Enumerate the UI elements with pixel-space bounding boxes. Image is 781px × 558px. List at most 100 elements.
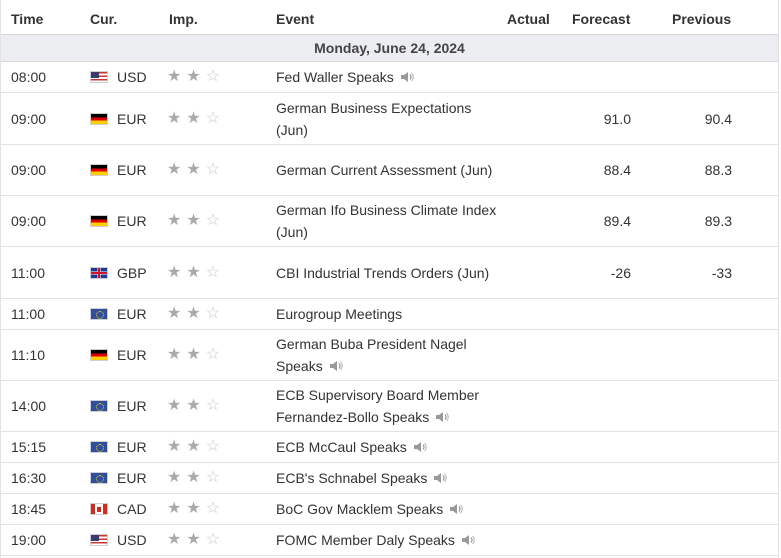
speaker-icon[interactable] — [433, 468, 448, 483]
event-previous: 88.3 — [704, 162, 732, 178]
event-name-cell[interactable]: German Business Expectations (Jun) — [276, 97, 506, 141]
table-row[interactable]: 11:00 GBP ★★☆ CBI Industrial Trends Orders … — [1, 247, 778, 299]
speaker-icon[interactable] — [329, 356, 343, 371]
event-name[interactable]: German Ifo Business Climate Index (Jun) — [276, 202, 497, 240]
star-empty-icon: ☆ — [205, 305, 226, 322]
event-name[interactable]: BoC Gov Macklem Speaks — [276, 501, 444, 517]
event-name-cell[interactable]: ECB's Schnabel Speaks — [276, 467, 506, 489]
event-name-cell[interactable]: FOMC Member Daly Speaks — [276, 529, 506, 551]
eu-flag-icon — [90, 441, 108, 453]
event-name[interactable]: FOMC Member Daly Speaks — [276, 532, 455, 548]
event-currency: EUR — [117, 470, 147, 486]
event-time: 09:00 — [11, 162, 47, 178]
header-event[interactable]: Event — [276, 11, 315, 27]
star-filled-icon: ★ — [167, 469, 187, 486]
event-name[interactable]: Eurogroup Meetings — [276, 306, 403, 322]
event-previous: 89.3 — [704, 213, 732, 229]
speaker-icon[interactable] — [400, 67, 414, 82]
star-filled-icon: ★ — [186, 531, 206, 548]
event-currency: USD — [117, 532, 147, 548]
header-time[interactable]: Time — [11, 11, 44, 27]
table-row[interactable]: 19:00 USD ★★☆ FOMC Member Daly Speaks — [1, 525, 778, 556]
header-previous[interactable]: Previous — [672, 11, 732, 27]
eu-flag-icon — [90, 400, 108, 412]
table-row[interactable]: 16:30 EUR ★★☆ ECB's Schnabel Speaks — [1, 463, 778, 494]
event-time: 11:00 — [11, 264, 45, 281]
event-time: 11:10 — [11, 347, 45, 363]
event-name[interactable]: ECB McCaul Speaks — [276, 439, 407, 455]
eu-flag-icon — [90, 308, 108, 320]
day-separator: Monday, June 24, 2024 — [1, 35, 778, 62]
star-filled-icon: ★ — [167, 212, 187, 229]
event-name-cell[interactable]: CBI Industrial Trends Orders (Jun) — [276, 262, 506, 284]
event-name[interactable]: ECB Supervisory Board Member Fernandez-B… — [276, 387, 480, 425]
importance-stars: ★★☆ — [167, 532, 225, 548]
table-row[interactable]: 18:45 CAD ★★☆ BoC Gov Macklem Speaks — [1, 494, 778, 525]
star-filled-icon: ★ — [167, 109, 187, 127]
event-name-cell[interactable]: German Current Assessment (Jun) — [276, 159, 506, 181]
table-row[interactable]: 09:00 EUR ★★☆ German Ifo Business Climate I… — [1, 196, 778, 247]
star-filled-icon: ★ — [186, 305, 206, 322]
event-time: 18:45 — [11, 501, 47, 517]
importance-stars: ★★☆ — [167, 470, 225, 486]
event-name[interactable]: ECB's Schnabel Speaks — [276, 470, 428, 486]
event-name-cell[interactable]: ECB McCaul Speaks — [276, 436, 506, 458]
table-header: Time Cur. Imp. Event Actual Forecast Pre… — [1, 0, 778, 35]
event-name-cell[interactable]: Eurogroup Meetings — [276, 303, 506, 325]
importance-stars: ★★☆ — [167, 162, 225, 178]
header-importance[interactable]: Imp. — [169, 11, 198, 27]
header-forecast[interactable]: Forecast — [572, 11, 631, 27]
header-currency[interactable]: Cur. — [90, 11, 118, 27]
star-filled-icon: ★ — [167, 161, 187, 178]
star-filled-icon: ★ — [167, 397, 187, 414]
event-name[interactable]: German Business Expectations (Jun) — [276, 99, 472, 138]
star-filled-icon: ★ — [186, 212, 206, 229]
table-row[interactable]: 08:00 USD ★★☆ Fed Waller Speaks — [1, 62, 778, 93]
header-actual[interactable]: Actual — [507, 11, 550, 27]
event-currency: EUR — [117, 347, 147, 363]
star-filled-icon: ★ — [167, 305, 187, 322]
event-currency: USD — [117, 69, 147, 85]
speaker-icon[interactable] — [435, 407, 450, 422]
table-row[interactable]: 15:15 EUR ★★☆ ECB McCaul Speaks — [1, 432, 778, 463]
event-currency: GBP — [117, 264, 147, 281]
table-row[interactable]: 11:10 EUR ★★☆ German Buba President Nagel S… — [1, 330, 778, 381]
speaker-icon[interactable] — [461, 530, 475, 545]
event-currency: EUR — [117, 110, 147, 127]
star-empty-icon: ☆ — [205, 263, 226, 281]
event-name[interactable]: Fed Waller Speaks — [276, 69, 394, 85]
star-empty-icon: ☆ — [205, 438, 226, 455]
event-name-cell[interactable]: German Ifo Business Climate Index (Jun) — [276, 199, 506, 243]
table-row[interactable]: 09:00 EUR ★★☆ German Current Assessment (Ju… — [1, 145, 778, 196]
event-name-cell[interactable]: BoC Gov Macklem Speaks — [276, 498, 506, 520]
eu-flag-icon — [90, 472, 108, 484]
table-row[interactable]: 11:00 EUR ★★☆ Eurogroup Meetings — [1, 299, 778, 330]
event-name-cell[interactable]: ECB Supervisory Board Member Fernandez-B… — [276, 384, 506, 428]
event-currency: EUR — [117, 213, 147, 229]
event-name[interactable]: German Buba President Nagel Speaks — [276, 336, 467, 374]
event-time: 14:00 — [11, 398, 47, 414]
star-filled-icon: ★ — [167, 500, 187, 517]
importance-stars: ★★☆ — [167, 398, 225, 414]
event-name-cell[interactable]: German Buba President Nagel Speaks — [276, 333, 506, 377]
event-currency: EUR — [117, 162, 147, 178]
importance-stars: ★★☆ — [167, 306, 225, 322]
event-time: 09:00 — [11, 213, 47, 229]
event-name-cell[interactable]: Fed Waller Speaks — [276, 66, 506, 88]
speaker-icon[interactable] — [449, 499, 464, 514]
event-time: 15:15 — [11, 439, 47, 455]
star-filled-icon: ★ — [186, 438, 206, 455]
de-flag-icon — [90, 215, 108, 227]
star-empty-icon: ☆ — [205, 161, 226, 178]
event-name[interactable]: German Current Assessment (Jun) — [276, 162, 493, 178]
star-filled-icon: ★ — [186, 109, 206, 127]
table-row[interactable]: 14:00 EUR ★★☆ ECB Supervisory Board Member … — [1, 381, 778, 432]
importance-stars: ★★☆ — [167, 69, 225, 85]
event-time: 08:00 — [11, 69, 47, 85]
speaker-icon[interactable] — [413, 437, 427, 452]
table-row[interactable]: 09:00 EUR ★★☆ German Business Expectations … — [1, 93, 778, 145]
event-time: 16:30 — [11, 470, 47, 486]
star-empty-icon: ☆ — [205, 346, 226, 363]
event-name[interactable]: CBI Industrial Trends Orders (Jun) — [276, 264, 490, 281]
